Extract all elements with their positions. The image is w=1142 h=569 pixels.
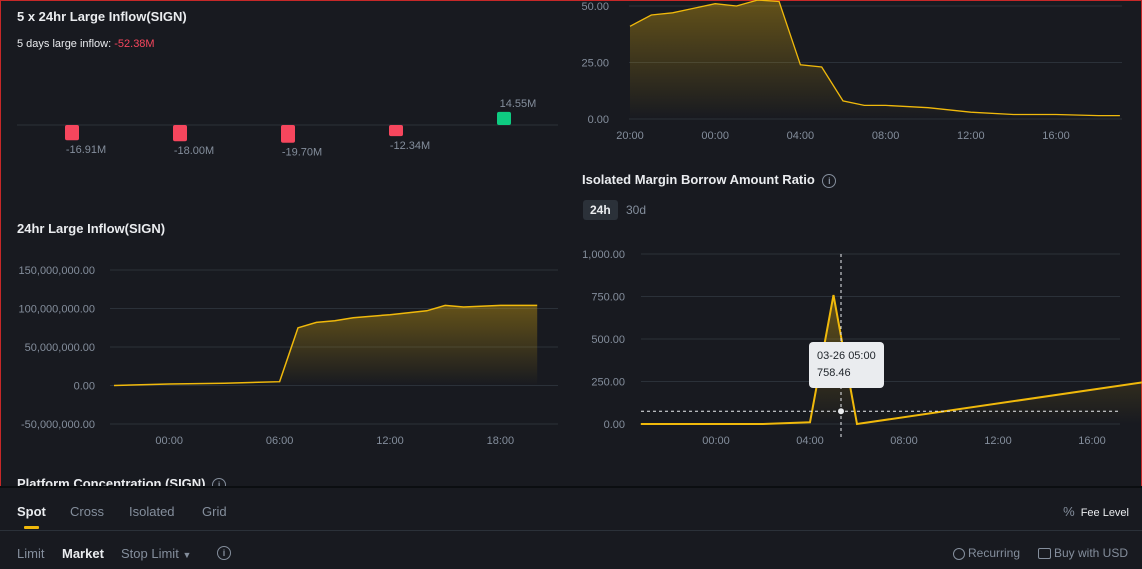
x-tick: 04:00 <box>796 435 824 447</box>
y-tick: 0.00 <box>604 419 625 431</box>
fee-level-label: Fee Level <box>1080 507 1129 519</box>
recurring-button[interactable]: Recurring <box>953 546 1020 560</box>
fee-level-button[interactable]: % Fee Level <box>1063 504 1129 519</box>
bar <box>173 125 187 142</box>
inflow24h-title: 24hr Large Inflow(SIGN) <box>17 221 166 236</box>
divider <box>0 530 1142 531</box>
borrow-ratio-title: Isolated Margin Borrow Amount Ratio <box>582 172 815 187</box>
area-fill <box>640 295 1142 424</box>
y-tick: 50.00 <box>581 1 609 13</box>
x-tick: 12:00 <box>376 435 404 447</box>
bar <box>281 125 295 143</box>
tab-isolated[interactable]: Isolated <box>129 504 175 519</box>
series-line <box>113 304 538 387</box>
inflow5d-summary: 5 days large inflow: -52.38M <box>17 38 155 50</box>
inflow5d-bar-chart: -16.91M -18.00M -19.70M -12.34M 14.55M <box>17 98 558 159</box>
tab-24h[interactable]: 24h <box>583 200 618 220</box>
recurring-label: Recurring <box>968 546 1021 560</box>
percent-icon: % <box>1063 504 1075 519</box>
buy-with-usd-label: Buy with USD <box>1054 546 1129 560</box>
x-tick: 20:00 <box>616 130 644 142</box>
bar-label: -18.00M <box>174 145 214 157</box>
stop-limit-label: Stop Limit <box>121 546 179 561</box>
bar-label: -12.34M <box>390 140 430 152</box>
series-line <box>629 0 1120 117</box>
chevron-down-icon: ▼ <box>182 550 192 560</box>
chart-tooltip: 03-26 05:00 758.46 <box>809 342 884 388</box>
x-tick: 16:00 <box>1042 130 1070 142</box>
y-tick: 150,000,000.00 <box>19 265 95 277</box>
x-tick: 12:00 <box>957 130 985 142</box>
y-tick: 1,000.00 <box>582 249 625 261</box>
y-tick: 100,000,000.00 <box>19 304 95 316</box>
bar-label: 14.55M <box>500 98 537 110</box>
x-tick: 08:00 <box>872 130 900 142</box>
x-tick: 04:00 <box>787 130 815 142</box>
inflow5d-title: 5 x 24hr Large Inflow(SIGN) <box>17 9 187 24</box>
y-tick: 0.00 <box>74 381 95 393</box>
tab-cross[interactable]: Cross <box>70 504 104 519</box>
y-tick: 500.00 <box>591 334 625 346</box>
bar-label: -16.91M <box>66 144 106 156</box>
borrow-ratio-header: Isolated Margin Borrow Amount Ratio i <box>582 172 837 188</box>
area-fill <box>114 305 538 386</box>
tab-spot[interactable]: Spot <box>17 504 46 519</box>
tab-30d[interactable]: 30d <box>626 203 647 217</box>
info-icon[interactable]: i <box>217 546 231 560</box>
order-type-limit[interactable]: Limit <box>17 546 45 561</box>
x-tick: 08:00 <box>890 435 918 447</box>
x-tick: 18:00 <box>487 435 515 447</box>
order-type-market[interactable]: Market <box>62 546 104 561</box>
crosshair-dot <box>838 408 844 415</box>
order-type-stop-limit[interactable]: Stop Limit ▼ <box>121 546 191 561</box>
y-tick: -50,000,000.00 <box>21 419 95 431</box>
tab-grid[interactable]: Grid <box>202 504 227 519</box>
topright-area-chart: 50.00 25.00 0.00 20:00 00:00 04:00 08:00 12:00 1… <box>581 0 1122 142</box>
info-icon[interactable]: i <box>822 173 837 188</box>
recurring-icon <box>953 547 965 560</box>
bar-label: -19.70M <box>282 147 322 159</box>
y-tick: 50,000,000.00 <box>25 342 95 354</box>
bar <box>389 125 403 137</box>
x-tick: 00:00 <box>702 435 730 447</box>
trade-panel: Spot Cross Isolated Grid % Fee Level Limi… <box>0 486 1142 569</box>
x-tick: 06:00 <box>266 435 294 447</box>
area-fill <box>630 0 1120 119</box>
x-tick: 12:00 <box>984 435 1012 447</box>
tooltip-time: 03-26 05:00 <box>817 350 876 362</box>
wallet-icon <box>1038 548 1051 560</box>
inflow5d-summary-label: 5 days large inflow: <box>17 38 112 50</box>
bar <box>497 111 511 125</box>
y-tick: 250.00 <box>591 377 625 389</box>
x-tick: 00:00 <box>701 130 729 142</box>
active-tab-indicator <box>24 526 39 529</box>
bar <box>65 125 79 141</box>
y-tick: 750.00 <box>591 292 625 304</box>
buy-with-usd-button[interactable]: Buy with USD <box>1038 546 1128 560</box>
inflow24h-area-chart: 150,000,000.00 100,000,000.00 50,000,000.0… <box>19 265 558 447</box>
x-tick: 00:00 <box>155 435 183 447</box>
inflow5d-summary-value: -52.38M <box>114 38 155 50</box>
tooltip-value: 758.46 <box>817 367 851 379</box>
borrow-ratio-line-chart: 1,000.00 750.00 500.00 250.00 0.00 00:00 04:00… <box>582 249 1142 447</box>
x-tick: 16:00 <box>1078 435 1106 447</box>
y-tick: 0.00 <box>588 114 609 126</box>
y-tick: 25.00 <box>581 58 609 70</box>
